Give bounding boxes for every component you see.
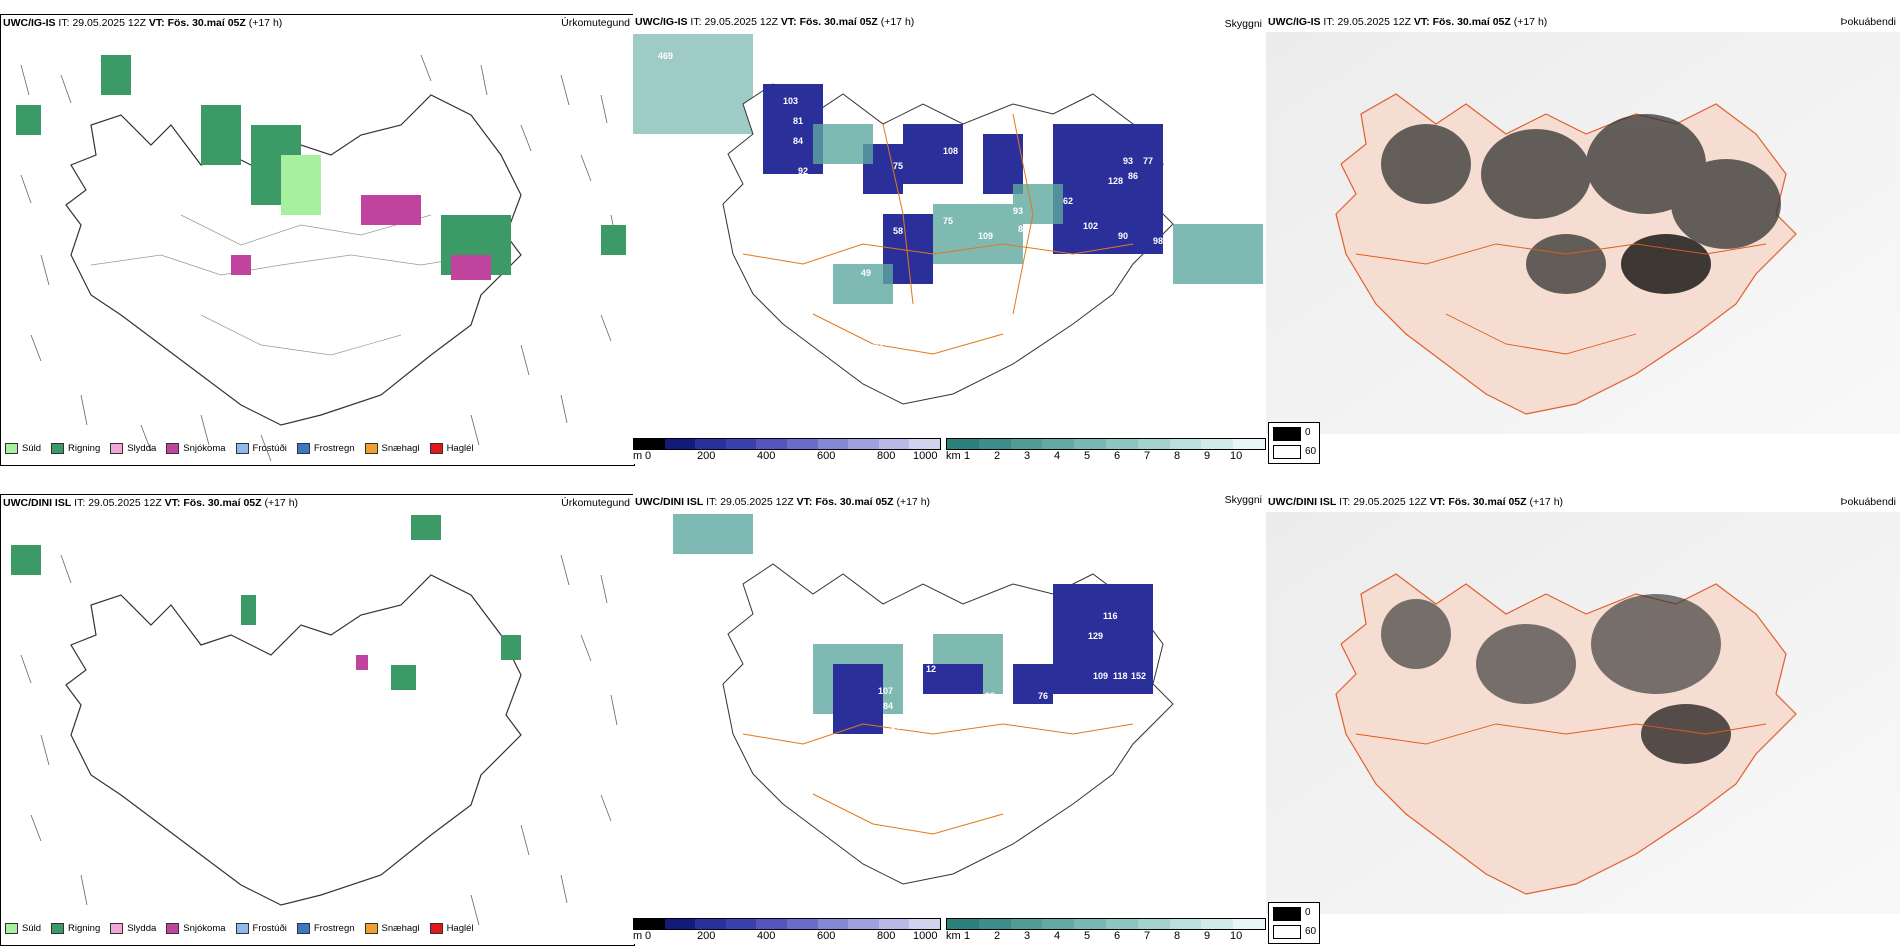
iceland-outline — [65, 94, 522, 426]
map-value: 103 — [783, 96, 798, 106]
precip-map — [16, 54, 626, 462]
map-value: 92 — [985, 691, 995, 701]
visibility-map: 129 116 109 118 152 107 84 92 76 96 78 3… — [673, 514, 1174, 885]
panel-header: UWC/DINI ISL IT: 29.05.2025 12Z VT: Fös.… — [3, 497, 299, 509]
ceiling-colorbar — [633, 438, 941, 450]
panel-header: UWC/DINI ISL IT: 29.05.2025 12Z VT: Fös.… — [635, 496, 931, 508]
precip-type-panel-top: UWC/IG-IS IT: 29.05.2025 12Z VT: Fös. 30… — [0, 14, 635, 466]
visibility-cells — [813, 124, 1263, 304]
map-value: 178 — [1038, 224, 1053, 234]
fog-index-panel-bottom: UWC/DINI ISL IT: 29.05.2025 12Z VT: Fös.… — [1266, 494, 1900, 944]
map-value: 93 — [1013, 206, 1023, 216]
map-value: 84 — [793, 136, 803, 146]
ceiling-unit: m — [633, 450, 643, 462]
lead-time: (+17 h) — [248, 17, 283, 29]
map-value: 81 — [793, 116, 803, 126]
map-value: 109 — [1093, 671, 1108, 681]
map-value: 49 — [861, 268, 871, 278]
panel-header: UWC/DINI ISL IT: 29.05.2025 12Z VT: Fös.… — [1268, 496, 1564, 508]
fog-scale: 0 60 — [1268, 902, 1320, 944]
map-value: 92 — [798, 166, 808, 176]
visibility-colorbar — [946, 438, 1266, 450]
map-value: 93 — [1123, 156, 1133, 166]
precip-type-panel-bottom: UWC/DINI ISL IT: 29.05.2025 12Z VT: Fös.… — [0, 494, 635, 946]
map-value: 108 — [943, 146, 958, 156]
init-time: 29.05.2025 12Z — [72, 17, 146, 29]
map-value: 152 — [1131, 671, 1146, 681]
map-value: 107 — [878, 686, 893, 696]
map-value: 78 — [878, 741, 888, 751]
legend-item: Haglél — [429, 443, 474, 454]
map-value: 76 — [1038, 691, 1048, 701]
map-value: 75 — [893, 161, 903, 171]
map-value: 85 — [833, 306, 843, 316]
legend-item: Rigning — [51, 443, 100, 454]
valid-time: Fös. 30.maí 05Z — [167, 17, 246, 29]
legend-item: Snjókoma — [166, 443, 226, 454]
map-value: 53 — [1233, 311, 1243, 321]
cloud-visibility-panel-top: UWC/IG-IS IT: 29.05.2025 12Z VT: Fös. 30… — [633, 14, 1266, 464]
panel-title: Skyggni — [1224, 494, 1262, 506]
fog-map — [1266, 512, 1900, 914]
precip-map — [11, 515, 618, 926]
fog-scale: 0 60 — [1268, 422, 1320, 464]
legend-item: Slydda — [110, 443, 156, 454]
map-value: 36 — [1113, 696, 1123, 706]
roads — [90, 214, 482, 356]
map-value: 84 — [883, 701, 893, 711]
map-value: 96 — [891, 721, 901, 731]
panel-title: Þokuábendi — [1840, 496, 1896, 508]
map-value: 118 — [1113, 671, 1128, 681]
legend-item: Frostregn — [296, 443, 355, 454]
panel-title: Skyggni — [1224, 18, 1262, 30]
fog-shading — [1381, 114, 1781, 294]
roads-orange — [742, 113, 1134, 355]
panel-title: Þokuábendi — [1840, 16, 1896, 28]
map-value: 62 — [1063, 196, 1073, 206]
map-value: 88 — [1018, 224, 1028, 234]
map-value: 90 — [1118, 231, 1128, 241]
map-value: 98 — [1153, 236, 1163, 246]
precip-legend: Súld Rigning Slydda Snjókoma Frostúði Fr… — [5, 443, 484, 454]
map-value: 12 — [926, 664, 936, 674]
map-value: 58 — [893, 226, 903, 236]
cloud-visibility-panel-bottom: UWC/DINI ISL IT: 29.05.2025 12Z VT: Fös.… — [633, 494, 1266, 944]
legend-item: Frostúði — [235, 443, 287, 454]
legend-item: Súld — [5, 443, 41, 454]
map-value: 128 — [1108, 176, 1123, 186]
map-value: 109 — [978, 231, 993, 241]
map-value: 102 — [1083, 221, 1098, 231]
map-value: 116 — [1103, 611, 1118, 621]
map-value: 18 — [1148, 266, 1158, 276]
panel-header: UWC/IG-IS IT: 29.05.2025 12Z VT: Fös. 30… — [635, 16, 915, 28]
panel-title: Úrkomutegund — [561, 497, 630, 509]
panel-header: UWC/IG-IS IT: 29.05.2025 12Z VT: Fös. 30… — [3, 17, 283, 29]
legend-item: Snæhagl — [364, 443, 420, 454]
map-value: 129 — [1088, 631, 1103, 641]
panel-title: Úrkomutegund — [561, 17, 630, 29]
fog-index-panel-top: UWC/IG-IS IT: 29.05.2025 12Z VT: Fös. 30… — [1266, 14, 1900, 464]
map-value: 61 — [938, 186, 948, 196]
vis-unit: km — [946, 450, 961, 462]
precip-legend: Súld Rigning Slydda Snjókoma Frostúði Fr… — [5, 923, 484, 934]
map-value: 313 — [915, 774, 930, 784]
fog-map — [1266, 32, 1900, 434]
panel-header: UWC/IG-IS IT: 29.05.2025 12Z VT: Fös. 30… — [1268, 16, 1548, 28]
map-value: 77 — [1143, 156, 1153, 166]
precip-cells — [16, 55, 626, 280]
model-name: UWC/IG-IS — [3, 17, 56, 29]
map-value: 469 — [658, 51, 673, 61]
visibility-map: 469 103 81 84 92 75 108 61 58 75 109 93 … — [633, 34, 1263, 405]
map-value: 22 — [873, 341, 883, 351]
map-value: 77 — [1023, 711, 1033, 721]
map-value: 86 — [1128, 171, 1138, 181]
map-value: 75 — [943, 216, 953, 226]
